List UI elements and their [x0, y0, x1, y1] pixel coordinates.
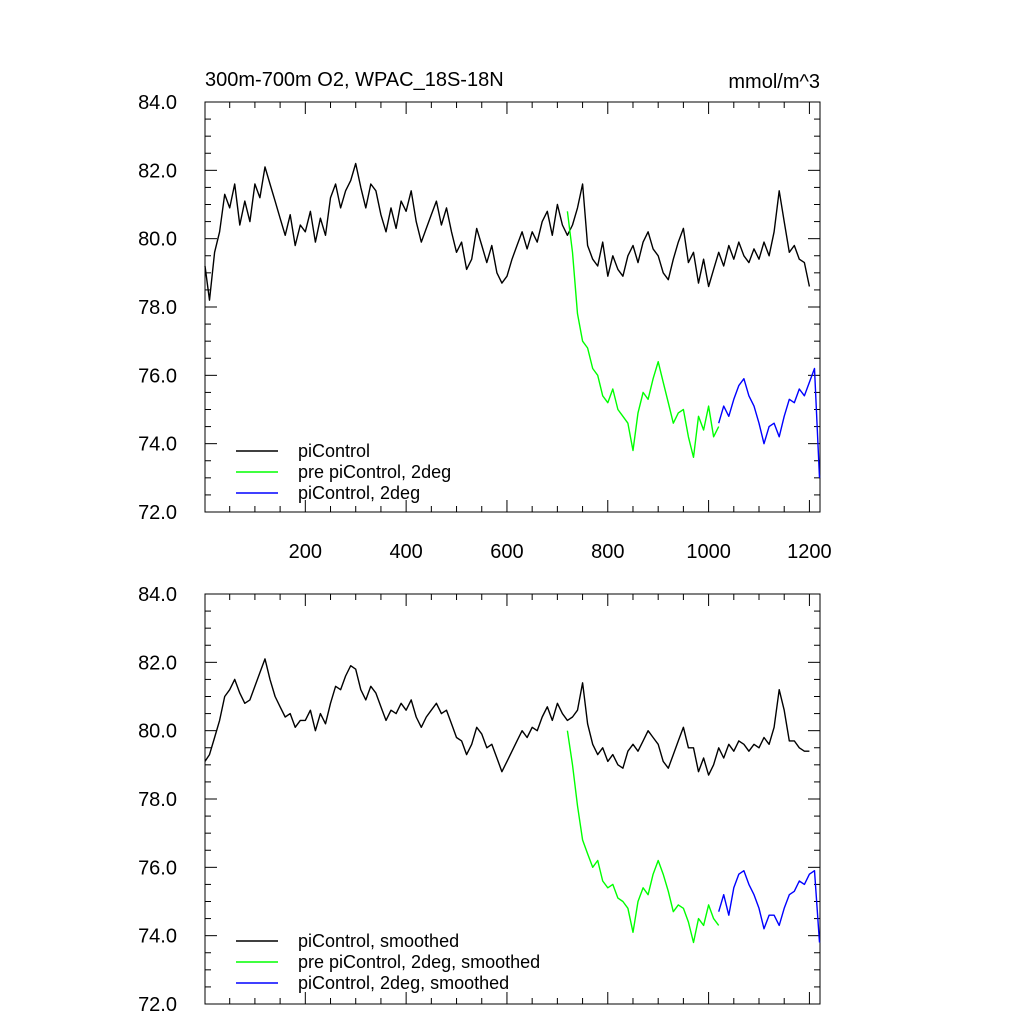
bottom-panel: 72.0 74.0 76.0 78.0 80.0 82.0 84.0 piControl, s… — [138, 584, 821, 1016]
x-tick-label: 600 — [490, 541, 523, 563]
x-tick-label: 1200 — [787, 541, 832, 563]
y-tick-label: 82.0 — [138, 160, 177, 182]
x-tick-label: 200 — [289, 541, 322, 563]
y-tick-label: 74.0 — [138, 926, 177, 948]
series-line-picontrol-2deg-smoothed — [718, 870, 821, 943]
x-tick-label: 1000 — [686, 541, 731, 563]
series-line-pre-picontrol-2deg-smoothed — [566, 730, 720, 944]
y-tick-label: 80.0 — [138, 229, 177, 251]
units-label: mmol/m^3 — [728, 71, 820, 93]
y-tick-label: 84.0 — [138, 92, 177, 114]
legend-label: piControl, 2deg — [298, 483, 420, 503]
y-tick-label: 74.0 — [138, 434, 177, 456]
legend-label: piControl — [298, 441, 370, 461]
legend-label: pre piControl, 2deg, smoothed — [298, 952, 540, 972]
top-panel: 72.0 74.0 76.0 78.0 80.0 82.0 84.0 200 400 600 800… — [138, 92, 832, 563]
y-tick-label: 76.0 — [138, 857, 177, 879]
y-tick-label: 84.0 — [138, 584, 177, 606]
y-tick-label: 72.0 — [138, 502, 177, 524]
y-tick-label: 82.0 — [138, 652, 177, 674]
y-tick-label: 72.0 — [138, 994, 177, 1016]
y-tick-label: 78.0 — [138, 297, 177, 319]
series-line-picontrol-2deg — [718, 367, 821, 478]
y-tick-label: 76.0 — [138, 365, 177, 387]
series-line-pre-picontrol-2deg — [566, 211, 720, 458]
series-line-picontrol — [204, 162, 811, 301]
series-line-picontrol-smoothed — [204, 658, 810, 776]
legend-label: piControl, 2deg, smoothed — [298, 973, 509, 993]
x-tick-label: 400 — [389, 541, 422, 563]
y-tick-label: 80.0 — [138, 721, 177, 743]
chart-title: 300m-700m O2, WPAC_18S-18N — [205, 69, 504, 91]
x-tick-label: 800 — [591, 541, 624, 563]
y-tick-label: 78.0 — [138, 789, 177, 811]
legend-label: pre piControl, 2deg — [298, 462, 451, 482]
legend-label: piControl, smoothed — [298, 931, 459, 951]
